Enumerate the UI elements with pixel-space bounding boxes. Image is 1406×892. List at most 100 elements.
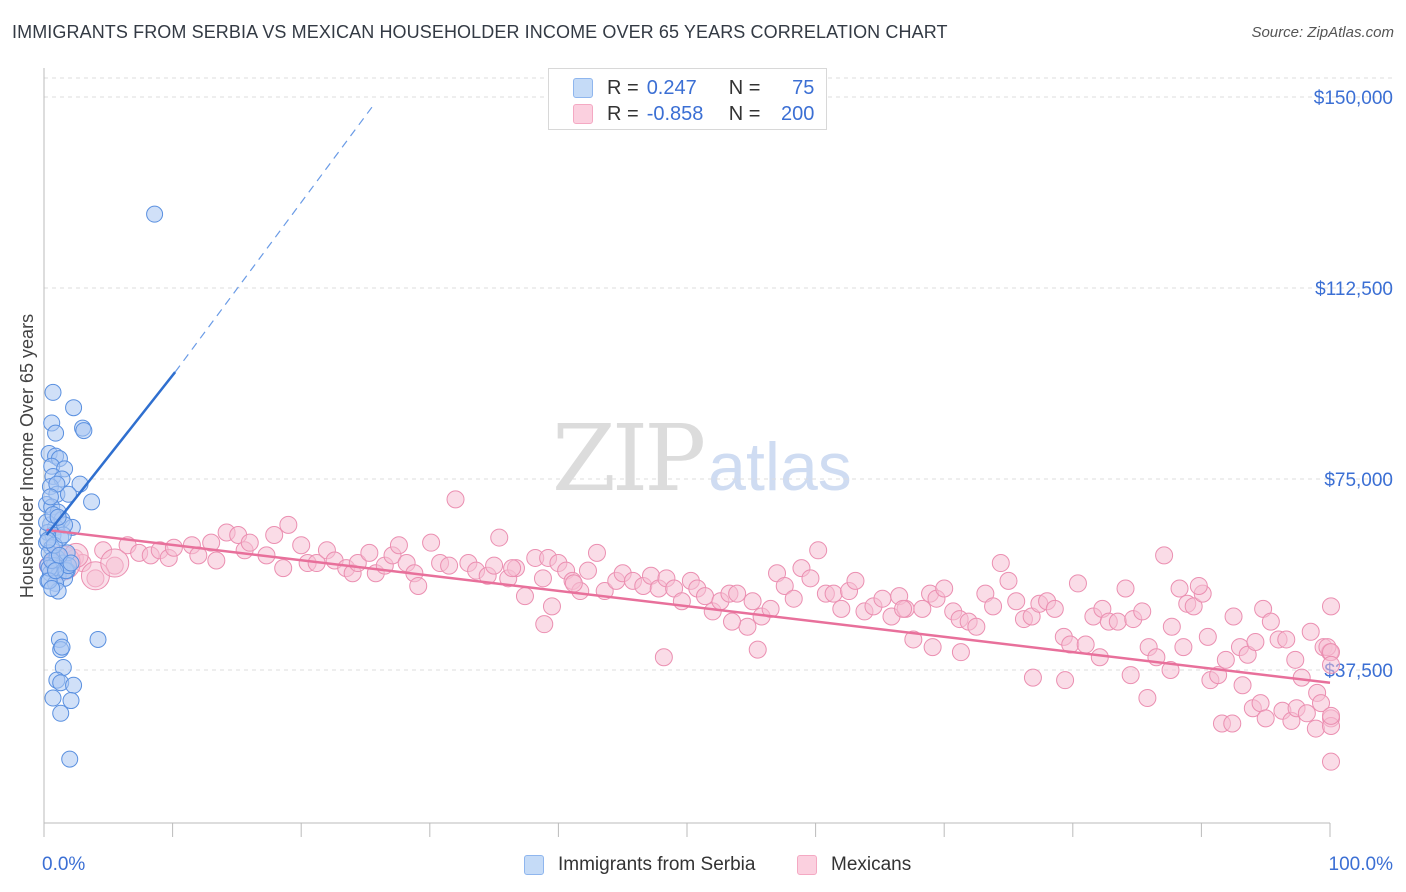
point-mexicans <box>1322 706 1340 725</box>
point-mexicans <box>1170 579 1189 598</box>
point-mexicans <box>738 617 757 636</box>
point-mexicans <box>202 533 221 552</box>
point-mexicans <box>728 584 747 603</box>
trendline-serbia <box>45 371 177 536</box>
point-serbia <box>41 488 59 506</box>
legend-series: Immigrants from Serbia Mexicans <box>0 852 1406 878</box>
point-mexicans <box>587 543 606 562</box>
point-mexicans <box>894 599 913 618</box>
point-mexicans <box>832 599 851 618</box>
legend-r-value: 0.247 <box>646 76 697 99</box>
point-mexicans <box>1184 597 1203 616</box>
point-mexicans <box>515 587 534 606</box>
point-mexicans <box>279 515 298 534</box>
point-serbia <box>65 399 83 417</box>
point-mexicans <box>923 638 942 657</box>
point-mexicans <box>824 584 843 603</box>
point-mexicans <box>485 556 504 575</box>
legend-swatch-mexicans <box>573 104 593 124</box>
point-mexicans <box>1076 635 1095 654</box>
point-serbia <box>83 493 101 511</box>
point-mexicans <box>1198 627 1217 646</box>
point-mexicans <box>991 554 1010 573</box>
point-mexicans <box>1223 714 1242 733</box>
point-mexicans <box>913 599 932 618</box>
point-mexicans <box>274 559 293 578</box>
legend-r-value: -0.858 <box>646 102 704 125</box>
legend-item-mexicans[interactable]: Mexicans <box>797 854 911 876</box>
point-mexicans <box>696 587 715 606</box>
point-mexicans <box>360 543 379 562</box>
point-mexicans <box>1311 694 1330 713</box>
point-mexicans <box>1286 650 1305 669</box>
watermark-zip: ZIP <box>552 405 706 512</box>
x-tick-label: 0.0% <box>42 854 85 875</box>
point-mexicans <box>1045 599 1064 618</box>
x-tick-label: 100.0% <box>1329 854 1394 875</box>
point-mexicans <box>723 612 742 631</box>
y-tick-label: $75,000 <box>1324 470 1393 491</box>
point-mexicans <box>1116 579 1135 598</box>
point-mexicans <box>1162 617 1181 636</box>
legend-n-value: 75 <box>792 76 815 99</box>
point-serbia <box>43 580 61 598</box>
point-mexicans <box>422 533 441 552</box>
point-serbia <box>65 676 83 694</box>
point-mexicans <box>775 576 794 595</box>
point-mexicans <box>1216 650 1235 669</box>
point-serbia <box>44 383 62 401</box>
point-mexicans <box>1155 546 1174 565</box>
point-serbia <box>53 638 71 656</box>
point-mexicans <box>490 528 509 547</box>
point-mexicans <box>1189 576 1208 595</box>
legend-swatch-serbia <box>573 78 593 98</box>
source-label: Source: ZipAtlas.com <box>1251 24 1394 41</box>
trendline-serbia-extension <box>174 106 373 373</box>
point-mexicans <box>578 561 597 580</box>
point-mexicans <box>535 615 554 634</box>
point-mexicans <box>743 592 762 611</box>
point-mexicans <box>1133 602 1152 621</box>
legend-stats-row-serbia: R = 0.247 N = 75 <box>573 74 814 102</box>
point-mexicans <box>654 648 673 667</box>
y-axis-label: Householder Income Over 65 years <box>17 314 37 598</box>
trendline-mexicans <box>46 528 1331 684</box>
point-mexicans <box>1251 694 1270 713</box>
point-mexicans <box>564 574 583 593</box>
point-mexicans <box>809 541 828 560</box>
legend-swatch-mexicans <box>797 855 817 875</box>
legend-stats: R = 0.247 N = 75 R = -0.858 N = 200 <box>548 68 827 130</box>
point-mexicans <box>409 576 428 595</box>
point-mexicans <box>1277 630 1296 649</box>
legend-n-label: N = <box>728 76 761 99</box>
point-mexicans <box>999 571 1018 590</box>
point-mexicans <box>1224 607 1243 626</box>
legend-n-label: N = <box>728 102 761 125</box>
point-serbia <box>59 485 77 503</box>
point-mexicans <box>503 559 522 578</box>
point-serbia <box>146 205 164 223</box>
point-mexicans <box>533 569 552 588</box>
point-serbia <box>52 704 70 722</box>
point-mexicans <box>1256 709 1275 728</box>
point-mexicans <box>389 536 408 555</box>
watermark-atlas: atlas <box>708 429 852 505</box>
legend-r-label: R = <box>607 76 639 99</box>
point-mexicans <box>935 579 954 598</box>
watermark: ZIPatlas <box>552 405 852 512</box>
point-mexicans <box>1108 612 1127 631</box>
point-mexicans <box>1056 671 1075 690</box>
point-mexicans <box>801 569 820 588</box>
legend-stats-row-mexicans: R = -0.858 N = 200 <box>573 100 814 128</box>
point-serbia <box>89 630 107 648</box>
point-serbia <box>47 562 65 580</box>
legend-item-serbia[interactable]: Immigrants from Serbia <box>524 854 755 876</box>
legend-r-label: R = <box>607 102 639 125</box>
point-mexicans <box>748 640 767 659</box>
point-mexicans <box>784 589 803 608</box>
chart-title: IMMIGRANTS FROM SERBIA VS MEXICAN HOUSEH… <box>12 22 948 42</box>
point-mexicans <box>1306 719 1325 738</box>
point-serbia <box>62 554 80 572</box>
point-mexicans <box>846 571 865 590</box>
point-mexicans <box>542 597 561 616</box>
